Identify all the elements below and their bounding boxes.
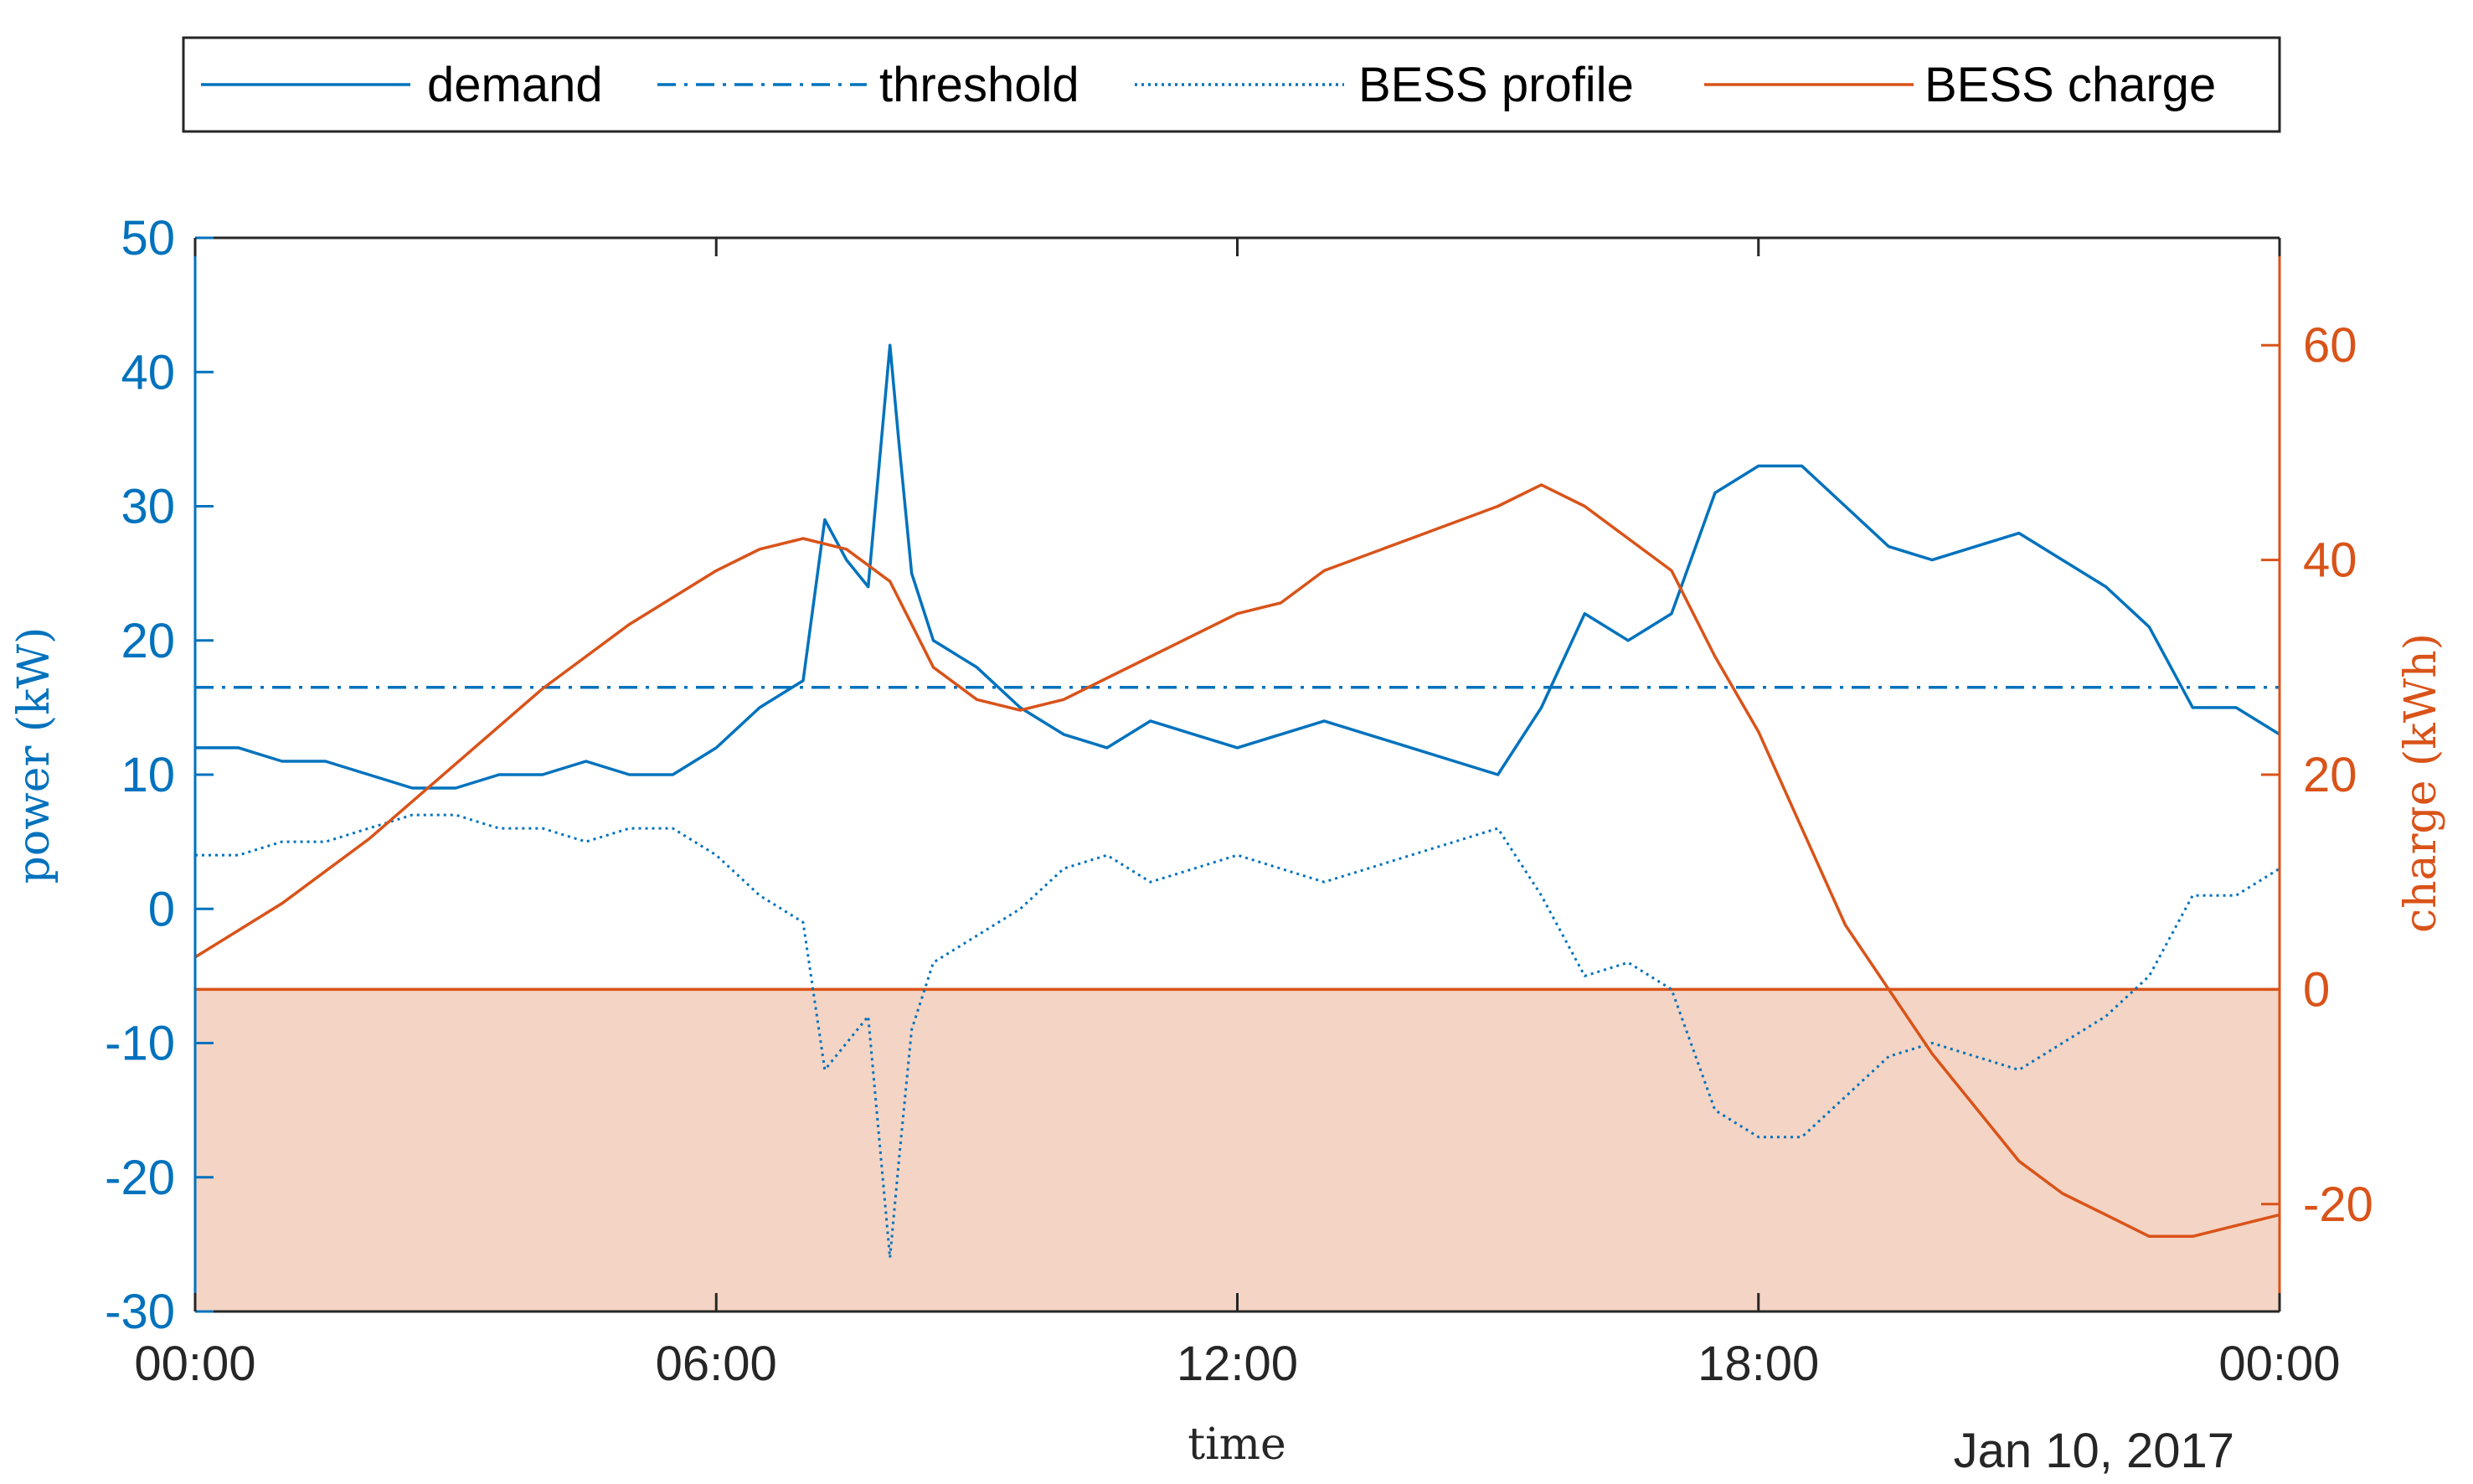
- series-line-demand: [195, 343, 2280, 790]
- x-axis-title: time: [1188, 1420, 1286, 1470]
- series-layer: [194, 343, 2280, 1260]
- legend-label-bess-profile: BESS profile: [1358, 58, 1634, 112]
- series-line-bess-profile: [195, 813, 2280, 1260]
- left-tick-label: 0: [148, 882, 175, 936]
- left-tick-label: 10: [121, 748, 175, 802]
- left-tick-label: 50: [121, 211, 175, 265]
- left-tick-label: -10: [105, 1017, 175, 1071]
- x-tick-label: 12:00: [1177, 1337, 1298, 1391]
- left-tick-label: 30: [121, 480, 175, 534]
- right-tick-label: -20: [2303, 1177, 2373, 1232]
- left-tick-label: -20: [105, 1151, 175, 1205]
- left-axis-ticks: 50 40 30 20 10 0 -10 -20 -30: [105, 211, 214, 1339]
- x-tick-label: 00:00: [134, 1337, 255, 1391]
- series-line-bess-charge: [194, 483, 2280, 1239]
- x-tick-label: 06:00: [656, 1337, 777, 1391]
- right-axis-ticks: 60 40 20 0 -20: [2261, 318, 2373, 1232]
- right-tick-label: 40: [2303, 533, 2357, 588]
- legend-label-demand: demand: [427, 58, 603, 112]
- x-tick-label: 18:00: [1698, 1337, 1819, 1391]
- legend-label-bess-charge: BESS charge: [1924, 58, 2216, 112]
- left-tick-label: 40: [121, 345, 175, 399]
- x-tick-label: 00:00: [2218, 1337, 2340, 1391]
- left-axis-title: power (kW): [9, 627, 59, 884]
- right-tick-label: 60: [2303, 318, 2357, 373]
- right-tick-label: 0: [2303, 962, 2330, 1017]
- legend-label-threshold: threshold: [879, 58, 1079, 112]
- left-tick-label: 20: [121, 614, 175, 668]
- left-tick-label: -30: [105, 1285, 175, 1339]
- legend-box: [182, 36, 2281, 133]
- right-tick-label: 20: [2303, 748, 2357, 802]
- shaded-region: [195, 989, 2280, 1311]
- x-axis-ticks: 00:00 06:00 12:00 18:00 00:00: [134, 238, 2341, 1391]
- negative-charge-shading: [195, 987, 2280, 1311]
- legend: demand threshold BESS profile BESS charg…: [182, 36, 2281, 133]
- date-label: Jan 10, 2017: [1954, 1424, 2234, 1478]
- right-axis-title: charge (kWh): [2396, 633, 2446, 933]
